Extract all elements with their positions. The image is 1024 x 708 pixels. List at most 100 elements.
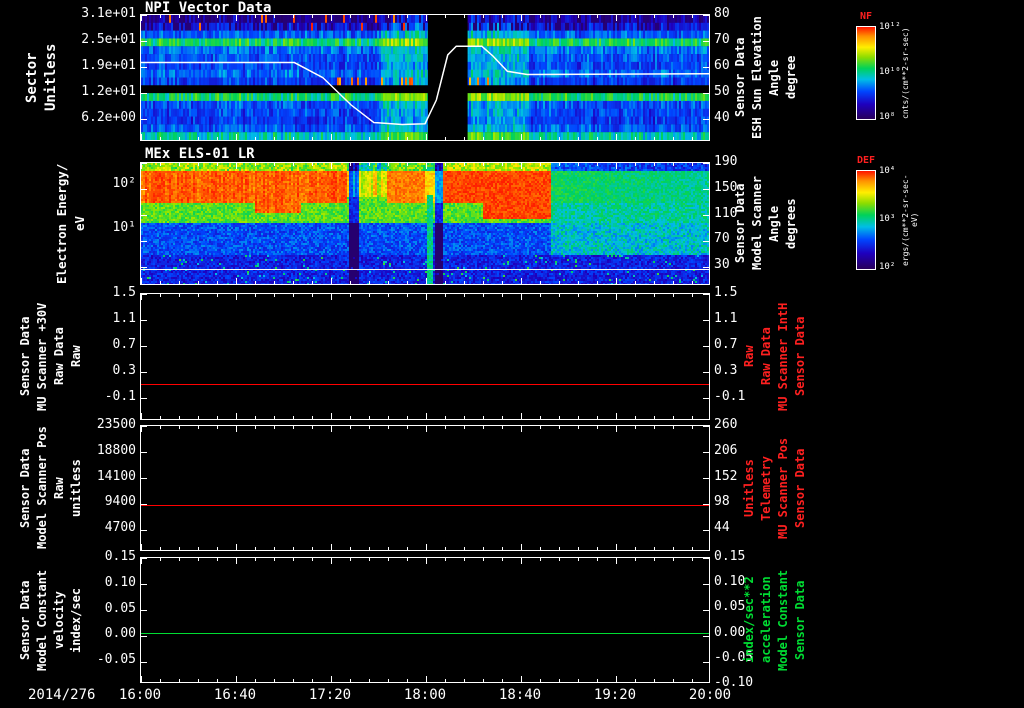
tick-label: 70 xyxy=(714,231,730,247)
els-plot-area xyxy=(140,162,710,285)
npi-right-ticks: 80 70 60 50 40 xyxy=(714,7,774,125)
axis-label-line: eV xyxy=(72,215,87,232)
tick-label: 6.2e+00 xyxy=(81,110,136,125)
colorbar-def xyxy=(856,170,876,270)
tick-label: 0.15 xyxy=(104,549,136,564)
bottom-axis-ticks xyxy=(141,676,709,682)
tick-label: 30 xyxy=(714,257,730,272)
axis-label-line: Telemetry xyxy=(759,455,773,521)
axis-label-line: Electron Energy/ xyxy=(54,163,69,284)
mu30v-right-ticks: 1.5 1.1 0.7 0.3 -0.1 xyxy=(714,286,774,404)
tick-label: 0.05 xyxy=(714,599,746,615)
tick-label: -0.1 xyxy=(714,389,746,404)
data-line-velocity xyxy=(141,632,709,634)
axis-label-line: Model Scanner xyxy=(750,176,764,271)
mu30v-plot-area xyxy=(140,293,710,420)
date-label: 2014/276 xyxy=(28,687,96,703)
tick-label: 1.2e+01 xyxy=(81,84,136,99)
top-axis-ticks xyxy=(141,294,709,300)
mu30v-right-axis-label: Sensor Data MU Scanner IntH Raw Data Raw xyxy=(742,293,807,420)
tick-label: 14100 xyxy=(96,468,136,484)
right-edge-ticks xyxy=(703,294,709,400)
tick-label: 1.1 xyxy=(714,311,738,326)
tick-label: 40 xyxy=(714,110,730,125)
left-edge-ticks xyxy=(141,294,147,400)
left-edge-ticks xyxy=(141,15,147,121)
axis-label-line: Raw xyxy=(742,345,756,368)
tick-label: 60 xyxy=(714,58,730,73)
tick-label: 1.9e+01 xyxy=(81,58,136,73)
axis-label-line: Sensor Data xyxy=(793,316,807,397)
els-left-axis-label: Electron Energy/eV xyxy=(54,162,87,285)
tick-label: 10³ xyxy=(879,214,896,224)
tick-label: 150 xyxy=(714,179,738,195)
tick-label: 3.1e+01 xyxy=(81,6,136,21)
bottom-axis-ticks xyxy=(141,413,709,419)
npi-left-ticks: 3.1e+01 2.5e+01 1.9e+01 1.2e+01 6.2e+00 xyxy=(30,7,136,125)
colorbar-nf xyxy=(856,26,876,120)
scannerpos-right-axis-label: Sensor Data MU Scanner Pos Telemetry Unitle… xyxy=(742,425,807,551)
tick-label: 190 xyxy=(714,154,738,169)
tick-label: 10⁸ xyxy=(879,112,896,122)
tick-label: 0.7 xyxy=(714,337,738,352)
tick-label: 50 xyxy=(714,84,730,99)
time-axis-labels: 16:00 16:40 17:20 18:00 18:40 19:20 20:00 xyxy=(0,687,1024,705)
scannerpos-right-ticks: 260 206 152 98 44 xyxy=(714,418,774,535)
right-edge-ticks xyxy=(703,15,709,121)
tick-label: 98 xyxy=(714,494,730,510)
tick-label: 2.5e+01 xyxy=(81,32,136,47)
npi-plot-area xyxy=(140,14,710,141)
colorbar-nf-ticks: 10¹² 10¹⁰ 10⁸ xyxy=(879,22,901,122)
time-tick-label: 20:00 xyxy=(688,687,732,703)
axis-label-line: Sensor Data xyxy=(733,183,747,264)
tick-label: 1.1 xyxy=(112,311,136,326)
panel-title-npi: NPI Vector Data xyxy=(145,0,272,16)
tick-label: 0.15 xyxy=(714,549,746,564)
tick-label: 10² xyxy=(112,176,136,191)
tick-label: 18800 xyxy=(96,442,136,458)
tick-label: 0.3 xyxy=(112,363,136,378)
scannerpos-left-ticks: 23500 18800 14100 9400 4700 xyxy=(30,418,136,535)
time-tick-label: 18:40 xyxy=(498,687,542,703)
tick-label: 0.00 xyxy=(104,626,136,642)
tick-label: 10¹ xyxy=(112,220,136,235)
tick-label: 10² xyxy=(879,262,896,272)
tick-label: 10¹² xyxy=(879,22,901,32)
els-right-ticks: 190 150 110 70 30 xyxy=(714,155,774,272)
data-line-mu30v xyxy=(141,384,709,386)
tick-label: 70 xyxy=(714,32,730,47)
axis-label-line: Unitless xyxy=(742,459,756,517)
velocity-right-ticks: 0.15 0.10 0.05 0.00 -0.05 -0.10 xyxy=(714,550,774,690)
time-tick-label: 16:00 xyxy=(118,687,162,703)
top-axis-ticks xyxy=(141,163,709,169)
right-edge-ticks xyxy=(703,163,709,269)
velocity-left-ticks: 0.15 0.10 0.05 0.00 -0.05 xyxy=(30,550,136,667)
axis-label-line: Sensor Data xyxy=(733,37,747,118)
mu30v-left-ticks: 1.5 1.1 0.7 0.3 -0.1 xyxy=(30,286,136,404)
els-right-axis-label: Sensor Data Model Scanner Angle degrees xyxy=(733,162,798,285)
left-edge-ticks xyxy=(141,163,147,269)
data-line-scannerpos xyxy=(141,504,709,506)
axis-label-line: index/sec**2 xyxy=(742,576,756,664)
bottom-axis-ticks xyxy=(141,544,709,550)
tick-label: 1.5 xyxy=(112,285,136,300)
time-tick-label: 19:20 xyxy=(593,687,637,703)
tick-label: 10¹⁰ xyxy=(879,67,901,77)
colorbar-def-unit: ergs/(cm**2-sr-sec-eV) xyxy=(901,174,919,266)
tick-label: -0.05 xyxy=(714,649,754,665)
tick-label: 9400 xyxy=(104,494,136,510)
tick-label: 0.00 xyxy=(714,624,746,640)
left-edge-ticks xyxy=(141,426,147,532)
tick-label: 260 xyxy=(714,417,738,432)
tick-label: 206 xyxy=(714,442,738,458)
axis-label-line: Sensor Data xyxy=(793,580,807,660)
tick-label: -0.10 xyxy=(714,674,754,690)
panel-title-els: MEx ELS-01 LR xyxy=(145,146,255,162)
top-axis-ticks xyxy=(141,426,709,432)
tick-label: 23500 xyxy=(96,417,136,432)
colorbar-title-nf: NF xyxy=(859,11,873,22)
tick-label: 0.05 xyxy=(104,600,136,616)
bottom-axis-ticks xyxy=(141,134,709,140)
tick-label: -0.1 xyxy=(104,389,136,404)
axis-label-line: Raw Data xyxy=(759,327,773,386)
